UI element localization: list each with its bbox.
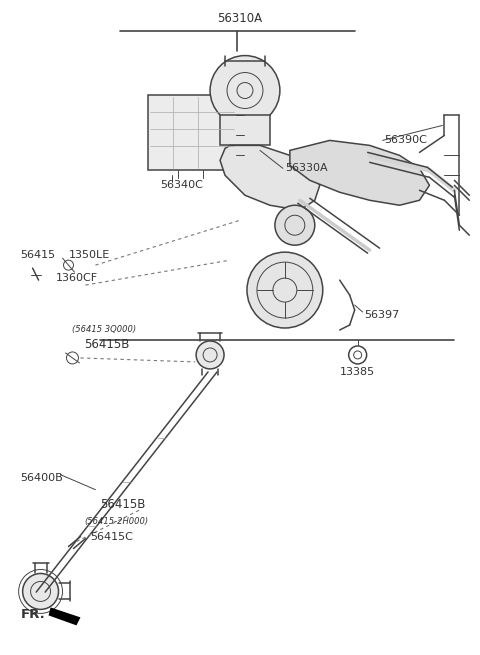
Text: 56390C: 56390C (384, 136, 428, 145)
Text: 56397: 56397 (365, 310, 400, 320)
Text: 1360CF: 1360CF (56, 273, 97, 283)
Text: (56415 3Q000): (56415 3Q000) (72, 326, 137, 335)
Text: 13385: 13385 (340, 367, 375, 377)
Polygon shape (290, 140, 430, 205)
Polygon shape (48, 607, 81, 626)
Circle shape (23, 574, 59, 609)
Text: FR.: FR. (21, 608, 46, 621)
Circle shape (247, 252, 323, 328)
Polygon shape (220, 145, 320, 210)
Text: 56400B: 56400B (21, 473, 63, 483)
Circle shape (196, 341, 224, 369)
Text: 56340C: 56340C (160, 180, 203, 191)
Text: 56415C: 56415C (90, 532, 133, 542)
Text: 56330A: 56330A (285, 163, 327, 174)
Text: 1350LE: 1350LE (69, 250, 110, 260)
Text: 56415B: 56415B (100, 498, 146, 511)
Text: 56415B: 56415B (84, 339, 130, 352)
Polygon shape (148, 96, 236, 170)
Text: 56415: 56415 (21, 250, 56, 260)
Text: (56415-2H000): (56415-2H000) (84, 517, 149, 526)
Circle shape (210, 56, 280, 125)
Polygon shape (220, 115, 270, 145)
Text: 56310A: 56310A (217, 12, 263, 25)
Circle shape (275, 205, 315, 245)
